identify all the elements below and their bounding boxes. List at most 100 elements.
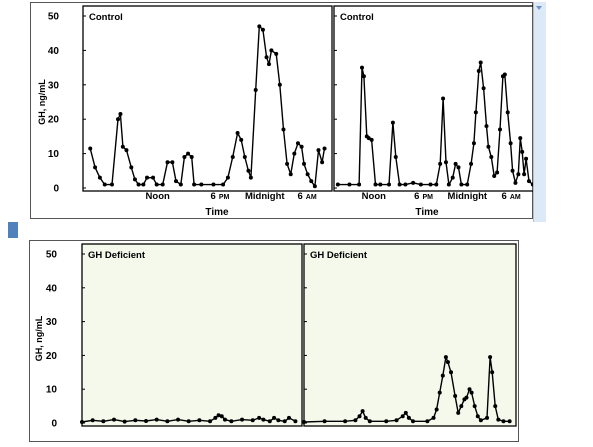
data-point xyxy=(493,404,498,409)
data-point xyxy=(403,182,408,187)
data-point xyxy=(445,360,450,365)
x-tick-label: 6 AM xyxy=(298,191,317,202)
data-point xyxy=(102,182,107,187)
data-point xyxy=(144,418,149,423)
x-tick-label: 6 AM xyxy=(502,191,521,202)
data-point xyxy=(384,419,389,424)
data-point xyxy=(88,146,93,151)
data-point xyxy=(242,155,247,160)
data-point xyxy=(182,155,187,160)
data-point xyxy=(176,417,181,422)
x-tick-label: Midnight xyxy=(448,191,488,202)
data-point xyxy=(343,419,348,424)
data-point xyxy=(471,141,476,146)
data-point xyxy=(518,136,523,141)
data-point xyxy=(199,182,204,187)
data-point xyxy=(109,182,114,187)
data-point xyxy=(478,60,483,65)
x-tick-label: 6 PM xyxy=(414,191,433,202)
data-point xyxy=(406,415,411,420)
panel-frame xyxy=(303,243,517,427)
data-point xyxy=(312,184,317,189)
data-point xyxy=(122,419,127,424)
data-point xyxy=(129,165,134,170)
data-point xyxy=(475,414,480,419)
data-point xyxy=(248,175,253,180)
data-point xyxy=(469,161,474,166)
panel-title: Control xyxy=(340,12,374,23)
data-point xyxy=(320,160,325,165)
data-point xyxy=(366,136,371,141)
y-tick-label: 0 xyxy=(53,184,59,195)
data-point xyxy=(361,74,366,79)
data-point xyxy=(526,179,531,184)
data-point xyxy=(261,417,266,422)
data-point xyxy=(438,161,443,166)
data-point xyxy=(411,180,416,185)
y-tick-label: 20 xyxy=(46,351,58,362)
control-figure: 0 10 20 30 40 50 GH, ng/mL Control Noon 6 PM Midnig… xyxy=(30,2,542,219)
data-point xyxy=(441,96,446,101)
data-point xyxy=(465,182,470,187)
data-point xyxy=(428,182,433,187)
data-point xyxy=(357,414,362,419)
data-point xyxy=(293,419,298,424)
data-point xyxy=(132,177,137,182)
data-point xyxy=(478,418,483,423)
gh-deficient-chart-svg: 0 10 20 30 40 50 GH, ng/mL GH Deficient GH Defic… xyxy=(34,243,517,430)
data-point xyxy=(498,127,503,132)
gh-deficient-figure: 0 10 20 30 40 50 GH, ng/mL GH Deficient GH Defic… xyxy=(29,240,519,442)
data-point xyxy=(459,404,464,409)
data-point xyxy=(522,172,527,177)
data-point xyxy=(286,415,291,420)
data-point xyxy=(492,173,497,178)
data-point xyxy=(369,137,374,142)
data-point xyxy=(154,182,159,187)
data-point xyxy=(469,390,474,395)
data-point xyxy=(484,124,489,129)
data-point xyxy=(222,417,227,422)
data-point xyxy=(472,404,477,409)
scroll-down-arrow-icon[interactable] xyxy=(536,6,542,10)
slide-marker xyxy=(8,222,18,238)
data-point xyxy=(443,355,448,360)
data-point xyxy=(510,168,515,173)
data-point xyxy=(473,110,478,115)
data-point xyxy=(456,410,461,415)
data-point xyxy=(403,410,408,415)
data-point xyxy=(173,179,178,184)
data-point xyxy=(485,415,490,420)
data-point xyxy=(449,370,454,375)
data-point xyxy=(373,182,378,187)
y-tick-label: 30 xyxy=(46,317,58,328)
panel-frame xyxy=(82,5,333,192)
x-tick-label: 6 PM xyxy=(211,191,230,202)
data-point xyxy=(501,419,506,424)
data-point xyxy=(516,172,521,177)
data-point xyxy=(97,175,102,180)
data-point xyxy=(225,175,230,180)
data-point xyxy=(133,418,138,423)
data-point xyxy=(490,370,495,375)
data-point xyxy=(165,160,170,165)
data-point xyxy=(189,155,194,160)
data-point xyxy=(505,110,510,115)
data-point xyxy=(154,417,159,422)
data-point xyxy=(246,168,251,173)
vertical-scrollbar[interactable] xyxy=(533,2,546,222)
x-tick-label: Midnight xyxy=(245,191,285,202)
data-point xyxy=(170,160,175,165)
y-tick-label: 10 xyxy=(46,385,58,396)
data-point xyxy=(116,117,121,122)
data-point xyxy=(272,415,277,420)
data-point xyxy=(520,149,525,154)
data-point xyxy=(250,418,255,423)
data-point xyxy=(197,418,202,423)
data-point xyxy=(363,415,368,420)
data-point xyxy=(136,182,141,187)
data-point xyxy=(240,417,245,422)
data-point xyxy=(120,144,125,149)
data-point xyxy=(112,417,117,422)
data-point xyxy=(80,419,84,424)
data-point xyxy=(507,419,512,424)
